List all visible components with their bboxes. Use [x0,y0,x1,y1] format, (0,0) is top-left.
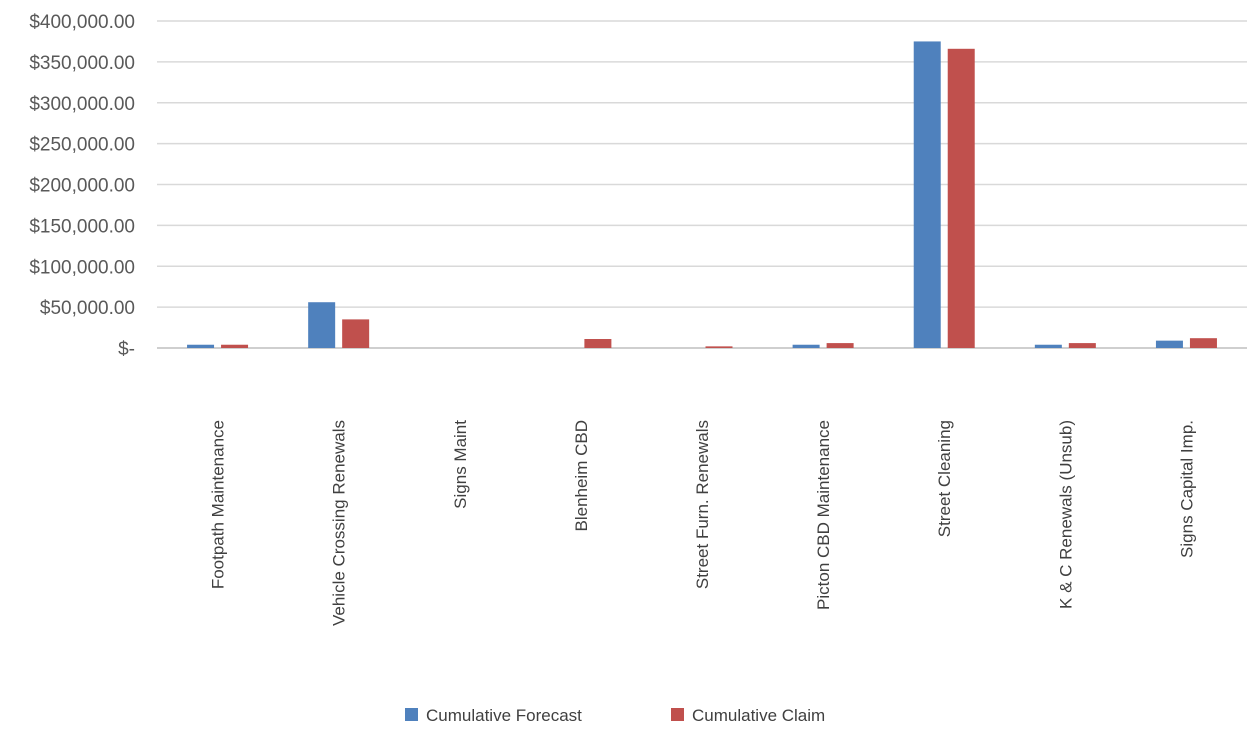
x-category-label: Blenheim CBD [572,420,591,532]
x-category-label: Street Cleaning [935,420,954,537]
bar-claim [1189,338,1217,348]
bar-forecast [187,344,215,348]
y-tick-label: $50,000.00 [40,298,135,319]
bars [187,41,1217,349]
bar-forecast [308,302,336,348]
legend: Cumulative Forecast Cumulative Claim [405,706,825,725]
legend-label: Cumulative Claim [692,706,825,725]
bar-forecast [913,41,941,348]
legend-label: Cumulative Forecast [426,706,582,725]
x-category-label: Street Furn. Renewals [693,420,712,589]
bar-forecast [1155,340,1183,348]
legend-swatch [405,708,418,721]
x-category-label: Vehicle Crossing Renewals [330,420,349,626]
x-category-label: Signs Capital Imp. [1177,420,1196,558]
bar-claim [221,344,249,348]
x-axis-categories: Footpath Maintenance Vehicle Crossing Ren… [209,420,1197,626]
bar-claim [1068,343,1096,348]
bar-forecast [792,344,820,348]
y-axis-ticks: $- $50,000.00 $100,000.00 $150,000.00 $200,0… [29,12,135,360]
bar-claim [826,343,854,348]
bar-claim [584,339,612,348]
x-category-label: Picton CBD Maintenance [814,420,833,610]
legend-swatch [671,708,684,721]
y-tick-label: $250,000.00 [29,135,135,156]
y-tick-label: $150,000.00 [29,216,135,237]
y-tick-label: $350,000.00 [29,53,135,74]
y-tick-label: $200,000.00 [29,176,135,197]
y-tick-label: $100,000.00 [29,257,135,278]
bar-claim [705,346,733,348]
gridlines [157,20,1247,349]
y-tick-label: $300,000.00 [29,94,135,115]
y-tick-label: $400,000.00 [29,12,135,33]
bar-forecast [1034,344,1062,348]
x-category-label: K & C Renewals (Unsub) [1056,420,1075,609]
x-category-label: Footpath Maintenance [209,420,228,589]
bar-claim [342,319,370,348]
bar-claim [947,48,975,349]
x-category-label: Signs Maint [451,420,470,509]
y-tick-label: $- [118,339,135,360]
